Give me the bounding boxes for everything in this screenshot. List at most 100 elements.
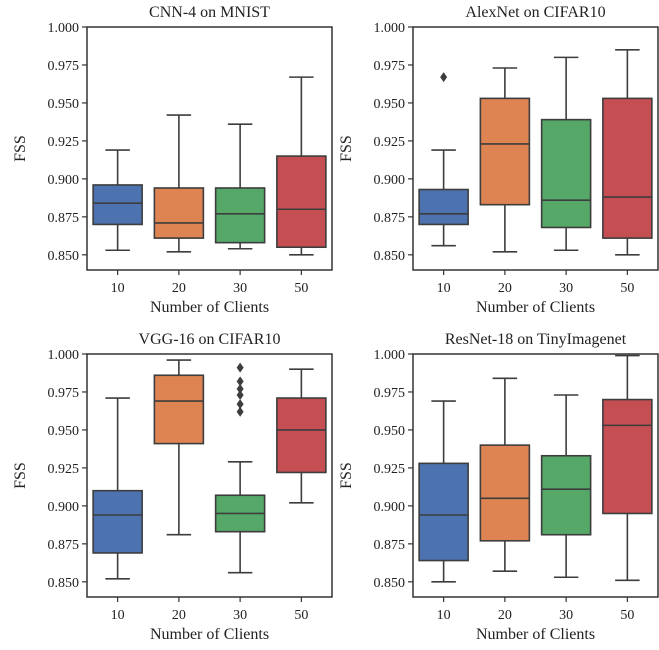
y-tick-label: 0.900 — [374, 173, 406, 188]
x-axis-label: Number of Clients — [476, 626, 595, 643]
x-axis-label: Number of Clients — [150, 299, 269, 316]
y-tick-label: 0.875 — [48, 538, 80, 553]
y-tick-label: 0.850 — [374, 249, 406, 264]
box-30 — [214, 123, 266, 250]
y-tick-label: 1.000 — [374, 21, 406, 36]
plot-frame — [86, 353, 333, 598]
subplot-4: ResNet-18 on TinyImagenet 0.850 0.875 0.900… — [338, 331, 659, 643]
outlier-point — [236, 406, 244, 417]
iqr-box — [153, 374, 205, 445]
subplot-title: AlexNet on CIFAR10 — [465, 4, 605, 21]
outlier-point — [236, 390, 244, 401]
outlier-point — [236, 399, 244, 410]
y-tick-label: 0.975 — [48, 59, 80, 74]
box-50 — [276, 76, 327, 256]
y-tick-label: 0.900 — [374, 500, 406, 515]
x-tick-label: 20 — [172, 281, 186, 296]
y-tick-label: 0.875 — [374, 538, 406, 553]
y-tick-label: 0.875 — [374, 211, 406, 226]
y-tick-label: 0.850 — [48, 576, 80, 591]
subplot-2: AlexNet on CIFAR10 0.850 0.875 0.900 0.925 0.… — [338, 4, 659, 316]
x-tick-label: 50 — [294, 281, 308, 296]
x-tick-label: 20 — [172, 608, 186, 623]
iqr-box — [418, 188, 469, 226]
box-30 — [540, 394, 592, 579]
box-10 — [92, 397, 143, 580]
x-tick-label: 30 — [233, 608, 247, 623]
x-tick-label: 10 — [437, 281, 451, 296]
box-50 — [602, 48, 653, 256]
y-tick-label: 0.950 — [48, 97, 80, 112]
x-axis-label: Number of Clients — [476, 299, 595, 316]
y-tick-label: 0.950 — [48, 424, 80, 439]
y-tick-label: 0.900 — [48, 500, 80, 515]
y-tick-label: 1.000 — [48, 21, 80, 36]
y-tick-label: 0.925 — [48, 462, 80, 477]
box-30 — [540, 56, 592, 252]
plot-frame — [412, 353, 659, 598]
x-tick-label: 10 — [437, 608, 451, 623]
outlier-point — [236, 383, 244, 394]
iqr-box — [92, 489, 143, 554]
subplot-title: ResNet-18 on TinyImagenet — [445, 331, 627, 348]
iqr-box — [602, 97, 653, 239]
box-10 — [92, 149, 143, 252]
box-10 — [418, 400, 469, 583]
x-tick-label: 30 — [233, 281, 247, 296]
outlier-point — [236, 376, 244, 387]
y-tick-label: 0.900 — [48, 173, 80, 188]
outlier-point — [236, 362, 244, 373]
x-tick-label: 20 — [498, 281, 512, 296]
y-axis-label: FSS — [12, 135, 29, 162]
x-axis-label: Number of Clients — [150, 626, 269, 643]
box-20 — [153, 114, 205, 253]
subplot-1: CNN-4 on MNIST 0.850 0.875 0.900 0.925 0.950 0… — [12, 4, 333, 316]
subplot-title: CNN-4 on MNIST — [149, 4, 270, 21]
x-tick-label: 50 — [294, 608, 308, 623]
subplot-title: VGG-16 on CIFAR10 — [139, 331, 281, 348]
y-tick-label: 0.950 — [374, 424, 406, 439]
iqr-box — [92, 184, 143, 226]
y-axis-label: FSS — [12, 462, 29, 489]
x-tick-label: 50 — [620, 281, 634, 296]
outlier-point — [440, 72, 448, 83]
plot-frame — [86, 26, 333, 271]
y-tick-label: 0.875 — [48, 211, 80, 226]
y-axis-label: FSS — [338, 135, 355, 162]
x-tick-label: 10 — [111, 281, 125, 296]
y-tick-label: 1.000 — [48, 348, 80, 363]
x-tick-label: 30 — [559, 281, 573, 296]
y-tick-label: 0.950 — [374, 97, 406, 112]
iqr-box — [540, 454, 592, 536]
y-tick-label: 0.925 — [374, 135, 406, 150]
iqr-box — [479, 444, 531, 542]
x-tick-label: 30 — [559, 608, 573, 623]
iqr-box — [418, 462, 469, 562]
box-20 — [479, 67, 531, 253]
iqr-box — [602, 398, 653, 515]
x-tick-label: 10 — [111, 608, 125, 623]
y-tick-label: 0.925 — [374, 462, 406, 477]
box-30 — [214, 362, 266, 574]
box-50 — [276, 368, 327, 504]
plot-frame — [412, 26, 659, 271]
x-tick-label: 50 — [620, 608, 634, 623]
y-tick-label: 1.000 — [374, 348, 406, 363]
box-10 — [418, 72, 469, 247]
subplot-3: VGG-16 on CIFAR10 0.850 0.875 0.900 0.925 0.9… — [12, 331, 333, 643]
y-tick-label: 0.975 — [374, 386, 406, 401]
iqr-box — [276, 397, 327, 474]
iqr-box — [276, 155, 327, 249]
y-tick-label: 0.925 — [48, 135, 80, 150]
iqr-box — [540, 118, 592, 229]
y-tick-label: 0.975 — [48, 386, 80, 401]
box-20 — [153, 359, 205, 536]
y-tick-label: 0.975 — [374, 59, 406, 74]
y-tick-label: 0.850 — [374, 576, 406, 591]
x-tick-label: 20 — [498, 608, 512, 623]
box-20 — [479, 377, 531, 572]
box-50 — [602, 354, 653, 582]
iqr-box — [153, 187, 205, 239]
iqr-box — [479, 97, 531, 206]
